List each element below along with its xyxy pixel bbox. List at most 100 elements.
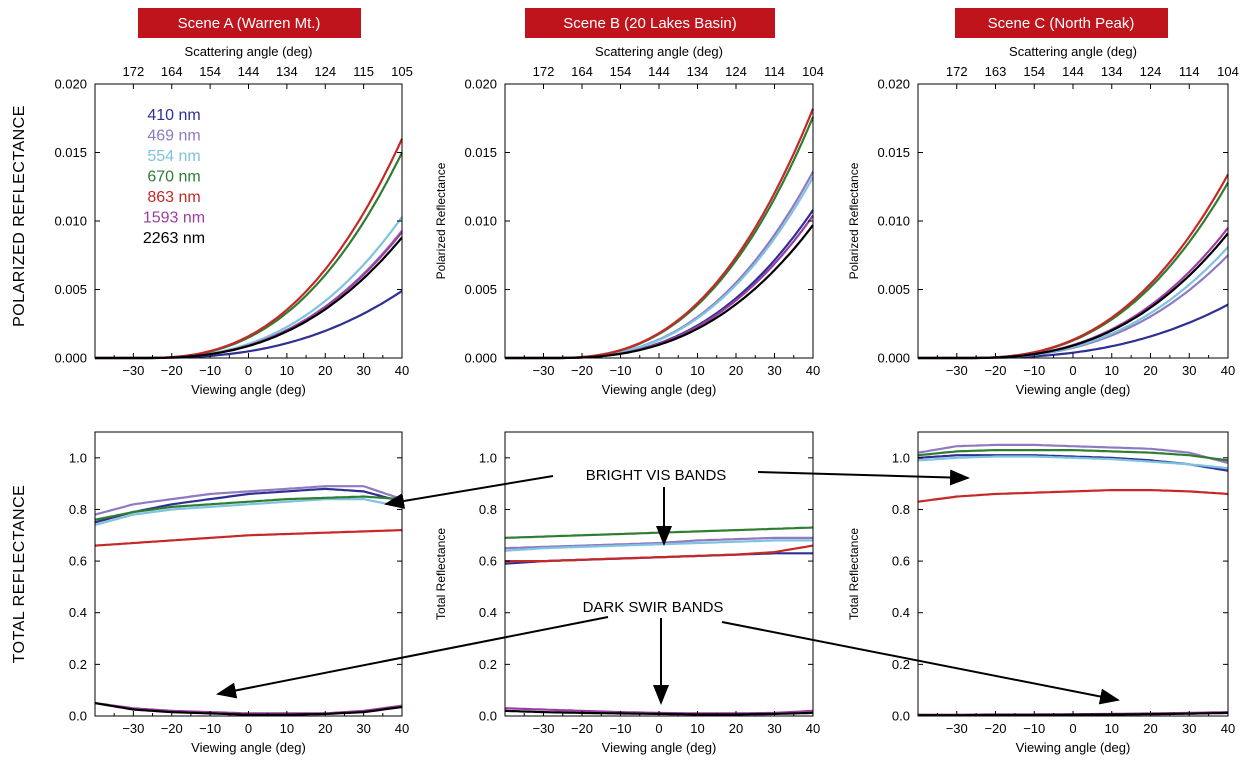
series-line-469-nm [505, 171, 814, 360]
series-line-469-nm [917, 443, 1229, 465]
top-tick-label: 114 [764, 64, 785, 79]
series-lines [918, 173, 1229, 360]
x-tick-label: −10 [1023, 721, 1045, 736]
series-line-2263-nm [95, 236, 403, 360]
top-tick-label: 164 [571, 64, 593, 79]
y-tick-label: 0.0 [69, 709, 87, 724]
legend-entry: 469 nm [147, 128, 200, 145]
series-line-469-nm [504, 536, 813, 550]
bright-arrow-right [757, 469, 970, 486]
x-tick-label: 40 [1221, 721, 1235, 736]
x-tick-label: 10 [280, 363, 294, 378]
plot-frame [917, 431, 1229, 717]
series-lines [94, 485, 403, 716]
y-tick-label: 0.005 [464, 282, 497, 297]
series-line-670-nm [95, 152, 403, 360]
y-tick-label: 0.8 [479, 502, 497, 517]
series-line-863-nm [918, 173, 1229, 360]
legend-entry: 1593 nm [143, 210, 205, 227]
panel-scene-c-total: −30 −20 −10 0 10 20 30 40 0.0 0.2 0.4 0.6 0.8 1.0 View… [847, 431, 1235, 755]
x-tick-label: 10 [690, 721, 704, 736]
y-tick-label: 0.6 [892, 554, 910, 569]
y-axis-label: Total Reflectance [847, 528, 861, 620]
x-tick-label: −10 [199, 721, 221, 736]
polarized-reflectance-row-label: POLARIZED REFLECTANCE [11, 105, 28, 327]
x-tick-label: 30 [767, 363, 781, 378]
top-tick-label: 134 [276, 64, 298, 79]
y-tick-label: 0.000 [877, 351, 910, 366]
series-line-469-nm [918, 254, 1229, 360]
top-tick-label: 144 [648, 64, 670, 79]
x-tick-label: 20 [729, 363, 743, 378]
x-tick-label: 40 [1221, 363, 1235, 378]
x-tick-label: −30 [122, 721, 144, 736]
y-tick-label: 1.0 [479, 450, 497, 465]
y-tick-label: 0.2 [69, 657, 87, 672]
x-tick-label: 20 [1143, 721, 1157, 736]
scene-b-banner [525, 8, 775, 38]
y-tick-label: 0.020 [464, 77, 497, 92]
top-tick-label: 134 [1101, 64, 1123, 79]
y-tick-label: 0.010 [54, 214, 87, 229]
series-line-410-nm [95, 289, 403, 360]
y-tick-label: 0.015 [54, 145, 87, 160]
top-tick-label: 164 [161, 64, 183, 79]
series-lines [505, 108, 815, 360]
series-line-1593-nm [505, 214, 814, 360]
x-axis-label: Viewing angle (deg) [1016, 740, 1131, 755]
top-tick-label: 144 [1062, 64, 1084, 79]
series-line-554-nm [917, 455, 1229, 470]
x-tick-label: 20 [318, 721, 332, 736]
x-tick-label: −10 [1023, 363, 1045, 378]
dark-arrow-left [216, 616, 609, 699]
x-tick-label: −20 [571, 363, 593, 378]
x-axis-label: Viewing angle (deg) [1016, 382, 1131, 397]
top-tick-label: 104 [1217, 64, 1239, 79]
x-tick-label: −10 [609, 721, 631, 736]
legend-entry: 410 nm [147, 107, 200, 124]
x-axis-label: Viewing angle (deg) [191, 740, 306, 755]
series-line-410-nm [94, 487, 403, 524]
series-line-863-nm [505, 108, 815, 360]
x-tick-label: −20 [161, 721, 183, 736]
top-tick-label: 124 [314, 64, 336, 79]
x-axis-label: Viewing angle (deg) [602, 740, 717, 755]
y-tick-label: 0.4 [479, 605, 497, 620]
dark-label-bg [546, 594, 760, 618]
legend: 410 nm 469 nm 554 nm 670 nm 863 nm 1593 nm 226… [143, 107, 205, 247]
x-tick-label: 0 [1069, 363, 1076, 378]
legend-entry: 863 nm [147, 189, 200, 206]
dark-swir-bands-label: DARK SWIR BANDS [583, 599, 724, 616]
y-tick-label: 0.005 [877, 282, 910, 297]
x-axis-label: Viewing angle (deg) [602, 382, 717, 397]
panel-scene-b-polarized: −30 −20 −10 0 10 20 30 40 0.000 0.005 0.010 0.015 0.… [434, 44, 824, 397]
y-tick-label: 0.2 [892, 657, 910, 672]
x-axis-label: Viewing angle (deg) [191, 382, 306, 397]
series-line-863-nm [94, 529, 403, 547]
x-tick-label: 10 [690, 363, 704, 378]
plot-frame [917, 83, 1229, 359]
top-tick-label: 104 [802, 64, 824, 79]
x-tick-label: 10 [280, 721, 294, 736]
top-tick-label: 115 [353, 64, 374, 79]
panel-scene-c-polarized: −30 −20 −10 0 10 20 30 40 0.000 0.005 0.010 0.015 0.… [847, 44, 1239, 397]
total-reflectance-row-label: TOTAL REFLECTANCE [11, 485, 28, 664]
y-tick-label: 1.0 [892, 450, 910, 465]
x-tick-label: 30 [767, 721, 781, 736]
y-tick-label: 0.015 [877, 145, 910, 160]
series-line-670-nm [94, 495, 403, 521]
panel-scene-a-total: −30 −20 −10 0 10 20 30 40 0.0 0.2 0.4 0.6 0.8 1.0 View… [69, 431, 409, 755]
top-tick-label: 163 [985, 64, 1007, 79]
x-tick-label: −30 [946, 721, 968, 736]
plot-frame [94, 431, 403, 717]
bright-label-bg [554, 462, 758, 486]
x-tick-label: −10 [609, 363, 631, 378]
x-tick-label: 30 [1182, 363, 1196, 378]
series-line-863-nm [917, 489, 1229, 503]
series-lines [95, 138, 404, 360]
y-tick-label: 1.0 [69, 450, 87, 465]
y-tick-label: 0.010 [877, 214, 910, 229]
x-tick-label: 20 [318, 363, 332, 378]
y-tick-label: 0.000 [464, 351, 497, 366]
